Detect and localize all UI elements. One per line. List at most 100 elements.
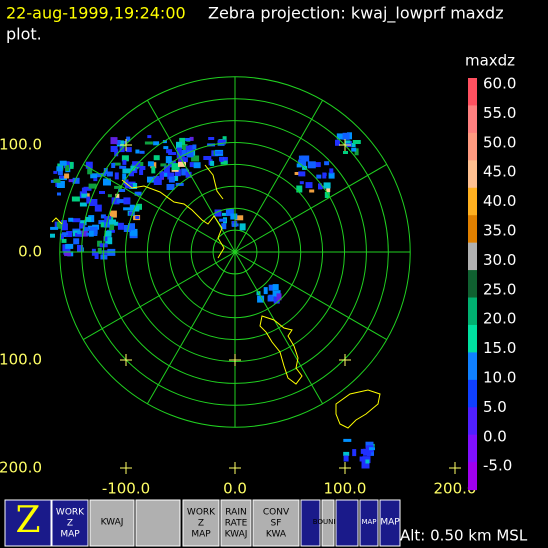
echo	[94, 204, 102, 212]
colorbar-label: 5.0	[483, 398, 507, 416]
echo	[301, 155, 310, 162]
echo	[57, 169, 63, 176]
echo	[365, 441, 374, 448]
y-tick-label: 200.0	[0, 459, 42, 477]
colorbar-swatch	[468, 78, 477, 106]
echo	[225, 208, 234, 216]
button-label: MAP	[380, 518, 400, 528]
echo	[79, 220, 87, 226]
echo	[68, 179, 76, 183]
echo	[99, 191, 105, 194]
echo	[176, 141, 182, 149]
toolbar-button[interactable]	[89, 499, 135, 547]
toolbar-button[interactable]	[252, 499, 300, 547]
echo	[56, 221, 65, 229]
echo	[324, 192, 330, 198]
echo	[123, 197, 131, 205]
echo	[309, 189, 315, 193]
echo	[114, 172, 119, 180]
echo	[147, 135, 152, 139]
echo	[115, 193, 120, 198]
x-tick-label: 0.0	[223, 480, 247, 498]
echo	[272, 290, 281, 297]
echo	[112, 162, 121, 166]
echo	[203, 156, 212, 160]
echo	[107, 194, 112, 198]
echo	[127, 225, 133, 231]
echo	[208, 137, 215, 140]
echo	[110, 146, 118, 152]
toolbar-button[interactable]	[335, 499, 359, 547]
echo	[329, 168, 334, 174]
echo	[167, 172, 175, 180]
echo	[106, 171, 113, 177]
echo	[121, 155, 129, 162]
echo	[109, 210, 117, 218]
echo	[166, 184, 175, 190]
button-label: WORK	[56, 508, 85, 518]
echo	[122, 159, 127, 165]
echo	[103, 236, 108, 242]
button-label: MAP	[191, 530, 211, 540]
colorbar-label: 15.0	[483, 339, 516, 357]
echo	[219, 218, 227, 222]
echo	[62, 232, 68, 236]
colorbar-swatch	[468, 132, 477, 161]
tick-cross	[229, 462, 241, 474]
x-tick-label: 200.0	[434, 480, 477, 498]
colorbar-label: 30.0	[483, 251, 516, 269]
button-label: RATE	[225, 519, 248, 529]
echo	[122, 173, 127, 180]
echo	[179, 137, 186, 145]
echo	[162, 140, 167, 144]
y-tick-label: 100.0	[0, 351, 42, 369]
echo	[64, 173, 70, 179]
echo	[193, 162, 201, 169]
echo	[230, 213, 238, 220]
echo	[214, 209, 222, 217]
echo	[181, 168, 189, 176]
echo	[80, 230, 88, 237]
echo	[53, 170, 58, 174]
toolbar-button[interactable]	[359, 499, 379, 547]
button-label: KWAJ	[225, 530, 248, 540]
tick-cross	[339, 462, 351, 474]
echo	[363, 448, 372, 456]
echo	[178, 161, 186, 167]
colorbar: 60.0 55.0 50.0 45.0 40.0 35.0 30.0 25.0 20.0 15.0…	[468, 75, 516, 491]
toolbar-button[interactable]	[182, 499, 220, 547]
echo	[116, 140, 121, 145]
echo	[135, 216, 140, 219]
echo	[336, 133, 344, 140]
echo	[342, 132, 350, 140]
echo	[97, 240, 103, 247]
toolbar-button[interactable]	[4, 499, 52, 547]
echo	[171, 163, 180, 171]
echo	[79, 223, 86, 229]
colorbar-swatch	[468, 407, 477, 436]
toolbar-button[interactable]	[51, 499, 89, 547]
echo	[53, 178, 61, 183]
toolbar-button[interactable]	[300, 499, 321, 547]
echo	[351, 143, 356, 147]
toolbar-button[interactable]	[220, 499, 252, 547]
toolbar-button[interactable]	[135, 499, 181, 547]
button-label: Z	[15, 500, 40, 541]
toolbar-button[interactable]	[321, 499, 335, 547]
echo	[85, 216, 91, 222]
button-label: Z	[67, 519, 73, 529]
echo	[94, 252, 99, 259]
colorbar-swatch	[468, 105, 477, 134]
echo	[185, 145, 194, 152]
echo	[119, 165, 127, 169]
echo	[57, 192, 61, 196]
echo	[166, 149, 173, 154]
echo	[323, 182, 331, 189]
echo	[160, 163, 167, 167]
title-cont: plot.	[6, 25, 42, 44]
range-rings	[59, 76, 411, 428]
echo	[103, 178, 111, 186]
echo	[81, 187, 87, 194]
echo	[352, 449, 357, 457]
toolbar-button[interactable]	[379, 499, 401, 547]
